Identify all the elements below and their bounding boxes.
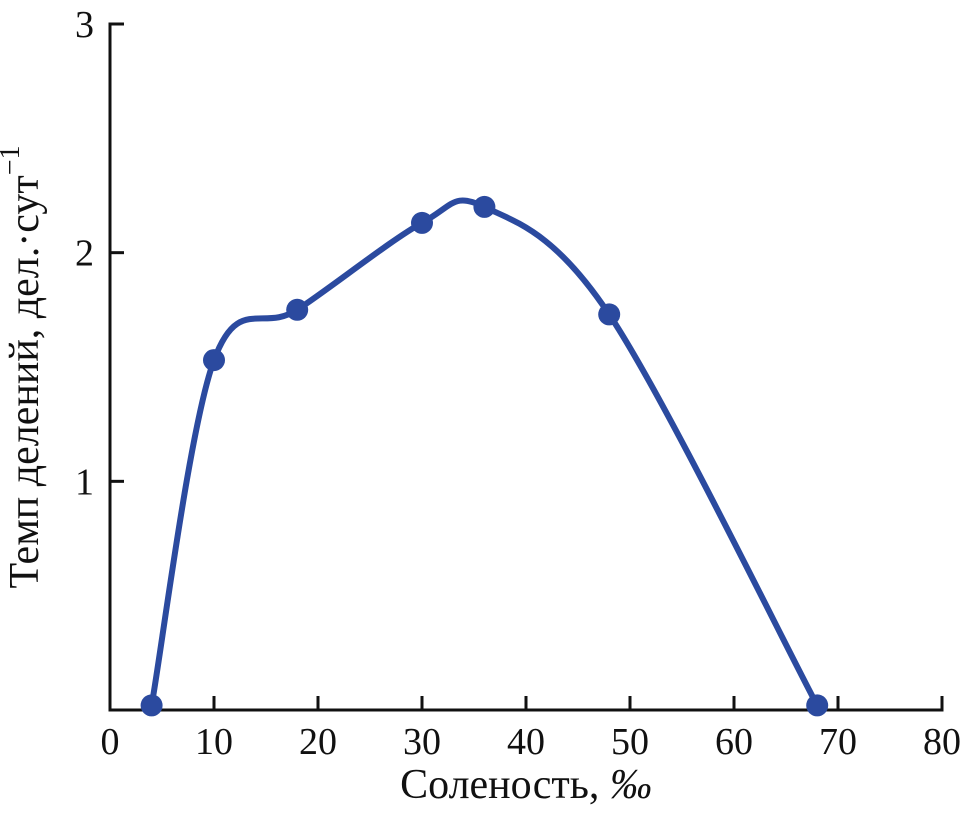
x-tick-label: 60 bbox=[715, 721, 753, 763]
y-tick-label: 3 bbox=[75, 4, 94, 46]
x-tick-label: 40 bbox=[507, 721, 545, 763]
y-tick-label: 1 bbox=[75, 461, 94, 503]
x-tick-label: 10 bbox=[195, 721, 233, 763]
x-tick-label: 70 bbox=[819, 721, 857, 763]
y-axis-title: Темп делений, дел.·сут−1 bbox=[0, 146, 48, 589]
y-tick-label: 2 bbox=[75, 233, 94, 275]
data-point-marker bbox=[140, 694, 163, 717]
data-point-marker bbox=[806, 694, 829, 717]
data-point-marker bbox=[203, 349, 225, 372]
x-tick-label: 30 bbox=[403, 721, 441, 763]
x-tick-label: 80 bbox=[923, 721, 961, 763]
data-curve bbox=[148, 197, 821, 709]
data-point-marker bbox=[598, 303, 621, 326]
data-point-marker bbox=[411, 211, 433, 234]
x-tick-label: 50 bbox=[611, 721, 649, 763]
x-tick-label: 0 bbox=[101, 721, 120, 763]
x-axis-title: Соленость, ‰ bbox=[400, 762, 652, 808]
data-point-marker bbox=[473, 195, 496, 218]
data-point-marker bbox=[286, 298, 309, 321]
x-tick-label: 20 bbox=[299, 721, 337, 763]
